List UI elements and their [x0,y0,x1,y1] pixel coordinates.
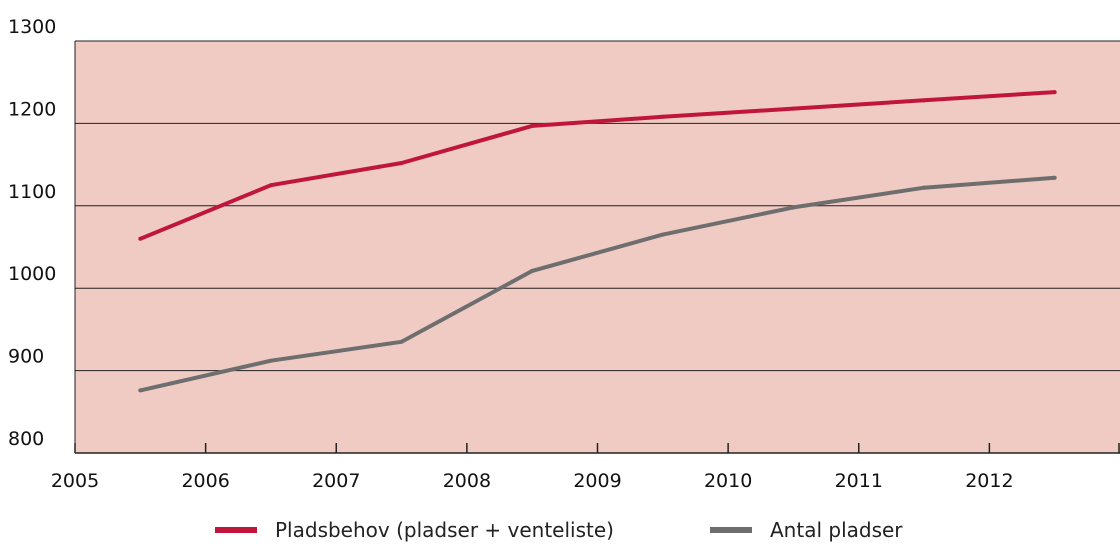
data-point [530,123,535,128]
x-tick-label: 2006 [181,470,229,492]
y-tick-label: 1100 [8,181,56,203]
plot-area [75,41,1120,453]
series-line-2 [139,175,1055,393]
x-tick-label: 2009 [573,470,621,492]
x-tick-label: 2011 [835,470,883,492]
data-point [138,388,143,393]
data-point [138,236,143,241]
data-point [1052,90,1057,95]
y-tick-label: 1300 [8,16,56,38]
data-point [922,98,927,103]
y-tick-label: 1000 [8,263,56,285]
y-tick-label: 1200 [8,98,56,120]
legend-label-2: Antal pladser [770,518,903,542]
data-point [530,268,535,273]
grid-lines [74,40,1120,453]
y-tick-label: 900 [8,346,44,368]
x-axis: 2005 2006 2007 2008 2009 2010 2011 2012 [51,443,1120,492]
y-axis: 800 900 1000 1100 1200 1300 [8,16,56,450]
data-point [268,183,273,188]
x-tick-label: 2007 [312,470,360,492]
series-line-1 [139,90,1055,241]
x-tick-label: 2005 [51,470,99,492]
legend-label-1: Pladsbehov (pladser + venteliste) [275,518,614,542]
legend: Pladsbehov (pladser + venteliste) Antal p… [215,518,903,542]
data-point [660,232,665,237]
data-point [399,160,404,165]
data-point [1052,175,1057,180]
data-point [791,205,796,210]
x-tick-label: 2010 [704,470,752,492]
data-point [399,339,404,344]
data-point [922,185,927,190]
series-lines [138,90,1057,393]
y-tick-label: 800 [8,428,44,450]
x-tick-label: 2012 [965,470,1013,492]
data-point [268,358,273,363]
data-point [791,106,796,111]
data-point [660,114,665,119]
x-tick-label: 2008 [443,470,491,492]
